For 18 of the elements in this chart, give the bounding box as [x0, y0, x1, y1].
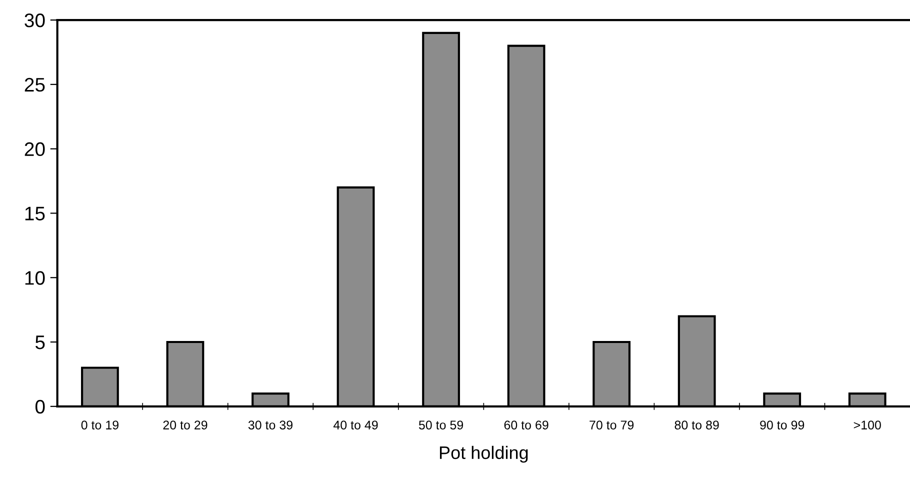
x-tick-label: 30 to 39	[248, 420, 292, 430]
x-tick-label: 60 to 69	[504, 420, 548, 430]
x-tick-label: 50 to 59	[418, 420, 464, 430]
x-tick-label: >100	[854, 420, 881, 430]
y-tick-label: 10	[25, 271, 45, 285]
y-tick-label: 5	[35, 336, 45, 350]
y-tick-label: 15	[25, 206, 45, 220]
x-tick-label: 80 to 89	[674, 420, 719, 430]
y-tick-label: 0	[35, 400, 45, 414]
y-tick-label: 25	[24, 78, 45, 92]
x-tick-label: 0 to 19	[81, 420, 118, 430]
y-tick-label: 30	[24, 14, 45, 28]
x-tick-label: 40 to 49	[333, 420, 378, 430]
x-tick-label: 20 to 29	[163, 420, 208, 430]
x-axis-title: Pot holding	[440, 446, 528, 463]
x-tick-label: 70 to 79	[590, 420, 634, 430]
y-tick-label: 20	[24, 142, 45, 156]
x-tick-label: 90 to 99	[760, 420, 804, 430]
